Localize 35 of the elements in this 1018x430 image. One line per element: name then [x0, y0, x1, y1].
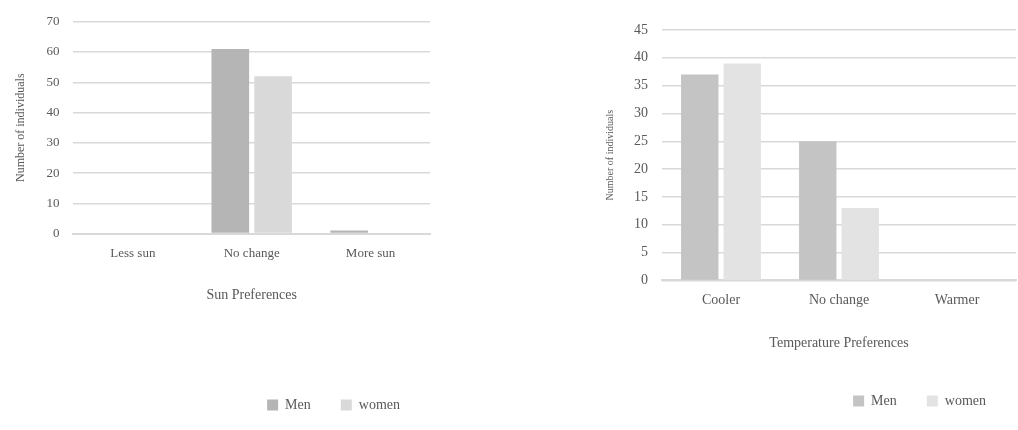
- y-tick-label: 30: [46, 134, 60, 150]
- y-axis-title: Number of individuals: [13, 73, 28, 183]
- y-tick-label: 50: [46, 73, 60, 89]
- bar: [799, 141, 837, 280]
- x-tick-label: Warmer: [934, 292, 980, 308]
- y-tick-label: 60: [46, 43, 60, 59]
- y-tick-label: 10: [634, 216, 648, 232]
- y-tick-label: 35: [634, 77, 648, 93]
- y-tick-label: 20: [634, 160, 648, 176]
- y-tick-label: 40: [634, 49, 648, 65]
- bar: [681, 74, 719, 280]
- y-tick-label: 40: [46, 103, 60, 119]
- y-tick-label: 25: [634, 132, 648, 148]
- x-tick-label: Less sun: [110, 244, 156, 260]
- y-tick-label: 0: [52, 225, 60, 241]
- x-axis-title: Temperature Preferences: [769, 335, 909, 351]
- x-tick-label: More sun: [345, 244, 396, 260]
- bar: [211, 49, 250, 233]
- y-tick-label: 0: [641, 272, 648, 288]
- y-tick-label: 15: [634, 188, 648, 204]
- x-tick-label: No change: [808, 292, 870, 308]
- legend-label: Men: [871, 392, 897, 408]
- legend-label: Men: [285, 396, 311, 412]
- y-tick-label: 20: [46, 164, 60, 180]
- x-axis-title: Sun Preferences: [206, 287, 297, 303]
- y-axis-title: Number of individuals: [603, 109, 615, 201]
- y-tick-label: 10: [46, 194, 60, 210]
- y-tick-label: 45: [634, 21, 648, 37]
- legend-label: women: [944, 392, 986, 408]
- y-tick-label: 5: [641, 244, 648, 260]
- legend-label: women: [358, 396, 400, 412]
- x-tick-label: No change: [223, 244, 280, 260]
- y-tick-label: 30: [634, 105, 648, 121]
- y-tick-label: 70: [46, 13, 60, 29]
- x-tick-label: Cooler: [701, 292, 741, 308]
